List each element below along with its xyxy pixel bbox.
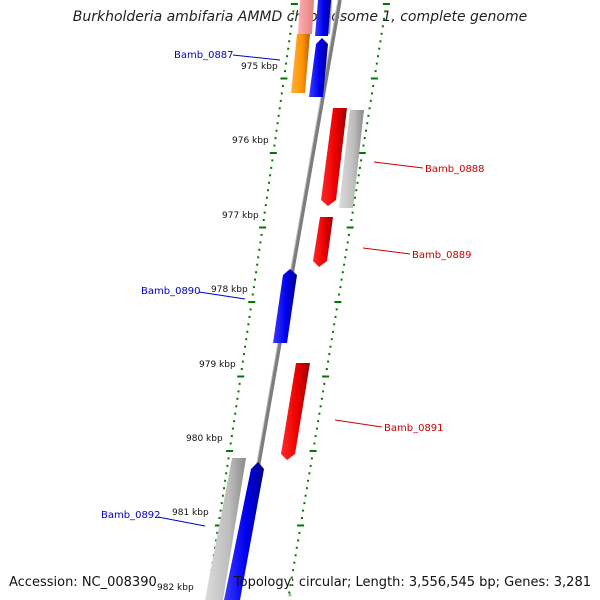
gene-label-bamb-0892[interactable]: Bamb_0892 [101, 510, 161, 521]
tick-label-978: 978 kbp [211, 285, 248, 295]
tick-label-980: 980 kbp [186, 434, 223, 444]
gene-label-group-bamb-0891: Bamb_0891 [334, 419, 444, 434]
tick-label-976: 976 kbp [232, 136, 269, 146]
gene-label-group-bamb-0888: Bamb_0888 [373, 161, 485, 175]
gene-label-group-bamb-0887: Bamb_0887 [174, 50, 281, 61]
gene-label-bamb-0888[interactable]: Bamb_0888 [425, 164, 485, 175]
gene-label-bamb-0890[interactable]: Bamb_0890 [141, 286, 201, 297]
tick-label-975: 975 kbp [241, 62, 278, 72]
gene-label-group-bamb-0890: Bamb_0890 [141, 286, 246, 300]
gene-label-bamb-0889[interactable]: Bamb_0889 [412, 250, 472, 261]
tick-label-979: 979 kbp [199, 360, 236, 370]
cds-feature-bamb-0889 [313, 217, 333, 267]
gene-feature-bamb-0892 [205, 458, 246, 600]
gene-label-bamb-0891[interactable]: Bamb_0891 [384, 423, 444, 434]
cds-feature-bamb-0887 [309, 38, 328, 97]
cds-feature-top-reverse [315, 0, 331, 36]
gene-feature-bamb-0888 [339, 110, 364, 208]
rna-feature-orange [291, 34, 310, 93]
tick-label-981: 981 kbp [172, 508, 209, 518]
gene-label-bamb-0887[interactable]: Bamb_0887 [174, 50, 234, 61]
tick-label-977: 977 kbp [222, 211, 259, 221]
cds-feature-bamb-0892 [224, 462, 264, 600]
cds-feature-bamb-0890 [273, 269, 297, 343]
cds-feature-bamb-0888 [321, 108, 347, 206]
gene-label-group-bamb-0892: Bamb_0892 [101, 510, 206, 527]
topology-text: Topology: circular; Length: 3,556,545 bp… [233, 575, 591, 590]
rna-feature-faded [298, 0, 314, 34]
tick-label-982: 982 kbp [157, 583, 194, 593]
tick-labels: 975 kbp 976 kbp 977 kbp 978 kbp 979 kbp … [157, 62, 278, 593]
rail-end-dot [288, 593, 292, 597]
gene-label-group-bamb-0889: Bamb_0889 [362, 247, 472, 261]
cds-feature-bamb-0891 [281, 363, 310, 460]
accession-text: Accession: NC_008390 [9, 575, 157, 590]
